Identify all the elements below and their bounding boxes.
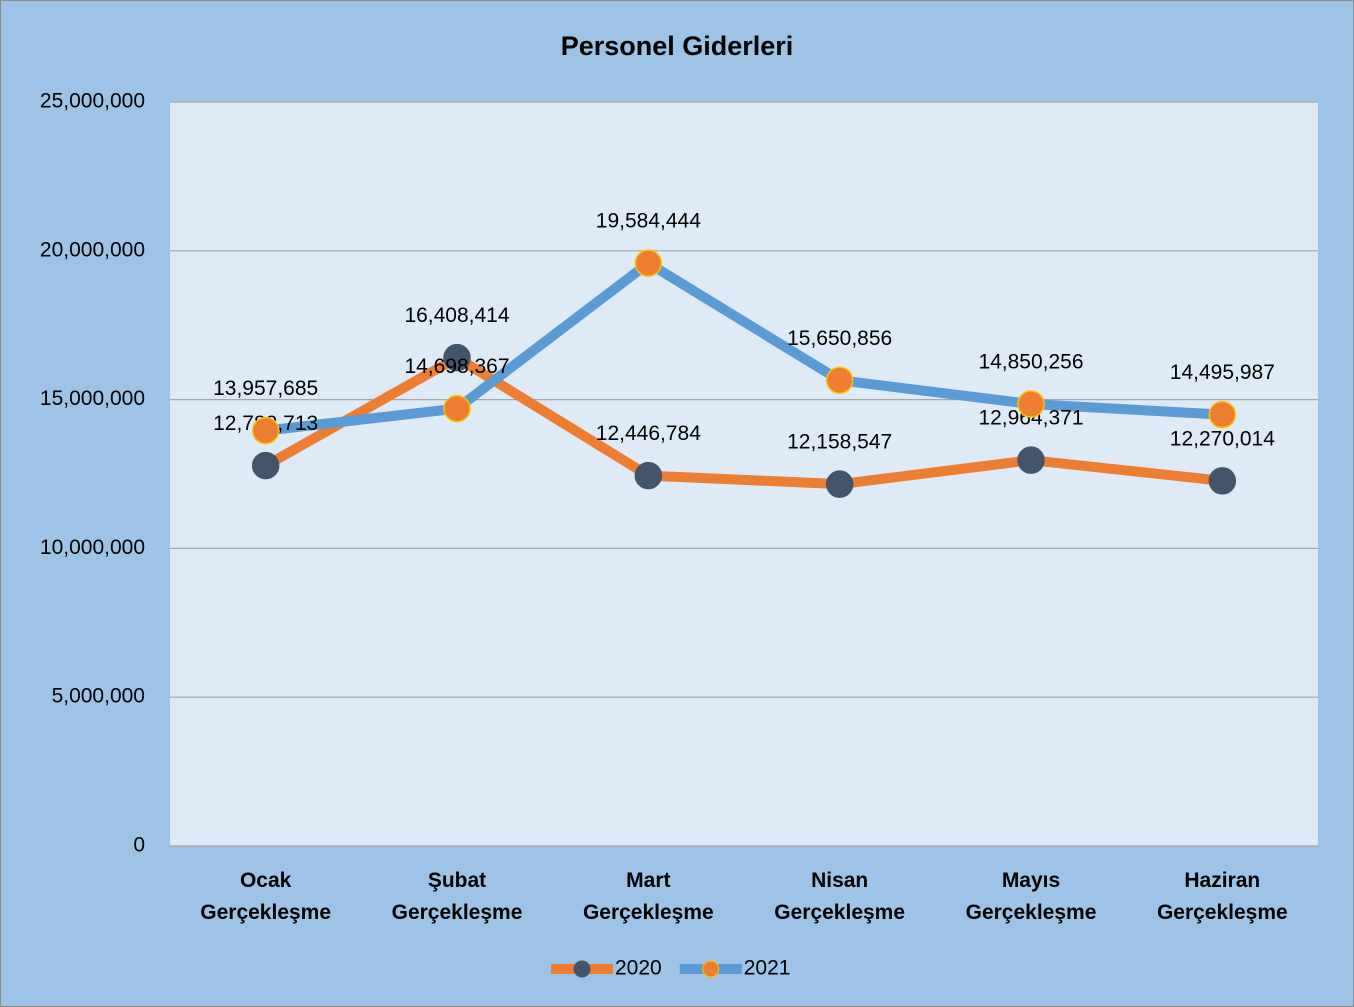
marker	[1208, 400, 1237, 429]
y-tick-label: 10,000,000	[40, 536, 145, 559]
x-tick-label: Nisan Gerçekleşme	[774, 869, 906, 924]
chart-title: Personel Giderleri	[561, 31, 794, 61]
series-line	[263, 352, 1223, 490]
legend-marker	[573, 960, 591, 978]
data-label: 19,584,444	[596, 210, 701, 233]
marker	[443, 343, 471, 372]
x-tick-label: Ocak Gerçekleşme	[200, 869, 332, 924]
marker	[634, 249, 663, 277]
y-tick-label: 25,000,000	[40, 90, 145, 113]
marker	[825, 366, 854, 394]
y-tick-label: 0	[133, 834, 145, 857]
data-label: 12,964,371	[978, 407, 1083, 430]
data-label: 15,650,856	[787, 327, 892, 350]
y-tick-label: 20,000,000	[40, 238, 145, 261]
x-tick-label: Haziran Gerçekleşme	[1156, 869, 1288, 924]
legend-label: 2020	[615, 957, 662, 980]
data-label: 12,270,014	[1170, 427, 1275, 450]
data-label: 16,408,414	[404, 304, 509, 327]
marker	[825, 470, 854, 498]
marker	[443, 394, 471, 423]
y-tick-label: 5,000,000	[52, 685, 145, 708]
y-tick-label: 15,000,000	[40, 387, 145, 410]
data-label: 14,495,987	[1170, 361, 1275, 384]
data-label: 12,446,784	[596, 422, 701, 445]
data-label: 13,957,685	[213, 377, 318, 400]
legend-marker	[702, 960, 720, 978]
marker	[251, 451, 280, 480]
marker	[1017, 446, 1045, 474]
data-label: 12,158,547	[787, 431, 892, 454]
series-line	[265, 258, 1223, 436]
legend-label: 2021	[744, 957, 791, 980]
x-tick-label: Mayıs Gerçekleşme	[965, 869, 1097, 924]
marker	[634, 461, 663, 490]
x-tick-label: Mart Gerçekleşme	[582, 869, 714, 924]
marker	[251, 416, 280, 445]
data-label: 14,850,256	[978, 351, 1083, 374]
data-label: 14,698,367	[404, 355, 509, 378]
marker	[1017, 390, 1045, 418]
marker	[1208, 467, 1237, 495]
x-tick-label: Şubat Gerçekleşme	[391, 869, 523, 924]
